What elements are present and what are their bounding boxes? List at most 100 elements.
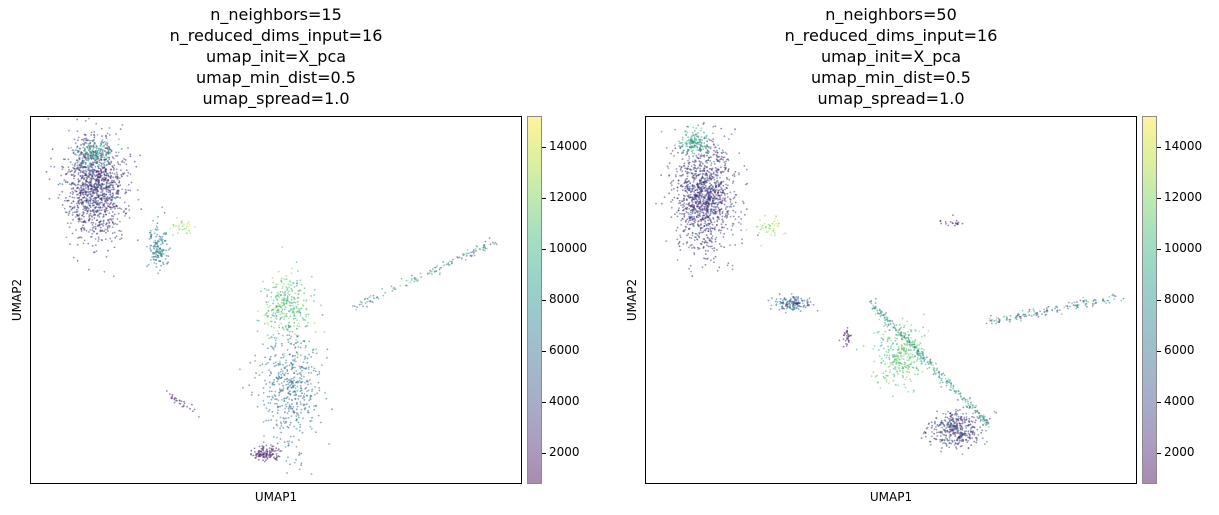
data-point [709, 228, 712, 230]
data-point [299, 311, 301, 314]
data-point [734, 211, 737, 214]
data-point [90, 134, 93, 136]
data-point [291, 267, 293, 270]
data-point [405, 279, 408, 282]
data-point [269, 451, 271, 454]
data-point [740, 223, 742, 225]
data-point [90, 184, 93, 187]
data-point [294, 387, 297, 390]
data-point [299, 390, 302, 393]
data-point [969, 423, 972, 426]
data-point [295, 393, 298, 396]
data-point [105, 208, 107, 211]
data-point [89, 212, 92, 215]
data-point [269, 358, 272, 361]
data-point [898, 364, 901, 367]
data-point [289, 315, 292, 318]
data-point [271, 445, 274, 448]
data-point [931, 424, 934, 427]
data-point [94, 238, 97, 240]
data-point [297, 414, 300, 417]
data-point [160, 237, 163, 240]
data-point [705, 201, 707, 203]
data-point [153, 262, 156, 264]
data-point [274, 346, 276, 348]
data-point [189, 232, 192, 234]
data-point [949, 412, 952, 415]
data-point [695, 170, 697, 173]
data-point [700, 145, 702, 148]
data-point [95, 206, 97, 208]
data-point [275, 447, 278, 449]
data-point [960, 422, 962, 425]
data-point [290, 378, 293, 380]
data-point [683, 205, 686, 207]
data-point [687, 195, 690, 198]
data-point [732, 209, 735, 212]
data-point [189, 223, 191, 226]
data-point [100, 140, 103, 143]
data-point [78, 157, 80, 160]
data-point [880, 341, 883, 344]
data-point [270, 336, 273, 339]
data-point [155, 253, 158, 256]
data-point [103, 205, 106, 208]
data-point [803, 304, 806, 307]
data-point [694, 194, 696, 197]
data-point [898, 358, 901, 361]
data-point [703, 214, 705, 217]
data-point [712, 132, 714, 134]
data-point [77, 172, 80, 174]
data-point [302, 367, 305, 369]
data-point [87, 188, 90, 190]
data-point [115, 183, 118, 186]
data-point [273, 378, 275, 381]
data-point [79, 201, 82, 204]
data-point [100, 201, 102, 204]
data-point [122, 211, 125, 213]
data-point [686, 223, 689, 225]
colorbar-tick-mark [542, 402, 546, 404]
data-point [312, 369, 315, 372]
data-point [767, 223, 770, 226]
data-point [112, 186, 115, 189]
data-point [176, 216, 178, 219]
data-point [92, 147, 95, 150]
data-point [908, 371, 911, 374]
data-point [105, 231, 107, 234]
data-point [663, 196, 666, 199]
data-point [697, 157, 700, 160]
data-point [291, 441, 293, 444]
data-point [97, 240, 100, 242]
data-point [948, 435, 951, 438]
data-point [705, 180, 708, 182]
data-point [924, 431, 927, 434]
data-point [892, 367, 895, 370]
data-point [286, 289, 288, 291]
data-point [282, 363, 284, 366]
data-point [696, 132, 699, 134]
data-point [709, 194, 711, 196]
data-point [699, 179, 701, 182]
data-point [267, 454, 270, 457]
data-point [682, 189, 684, 192]
data-point [83, 215, 85, 218]
data-point [696, 234, 699, 236]
data-point [936, 424, 939, 426]
data-point [127, 171, 130, 174]
data-point [682, 242, 685, 245]
data-point [182, 223, 185, 225]
data-point [72, 150, 75, 152]
data-point [89, 236, 92, 238]
data-point [699, 167, 701, 170]
data-point [163, 211, 166, 214]
data-point [118, 177, 121, 179]
data-point [181, 225, 184, 228]
data-point [690, 150, 693, 153]
colorbar-tick-mark [542, 351, 546, 353]
data-point [81, 214, 84, 217]
data-point [159, 269, 161, 271]
data-point [255, 372, 257, 374]
data-point [99, 184, 102, 187]
data-point [287, 291, 289, 294]
